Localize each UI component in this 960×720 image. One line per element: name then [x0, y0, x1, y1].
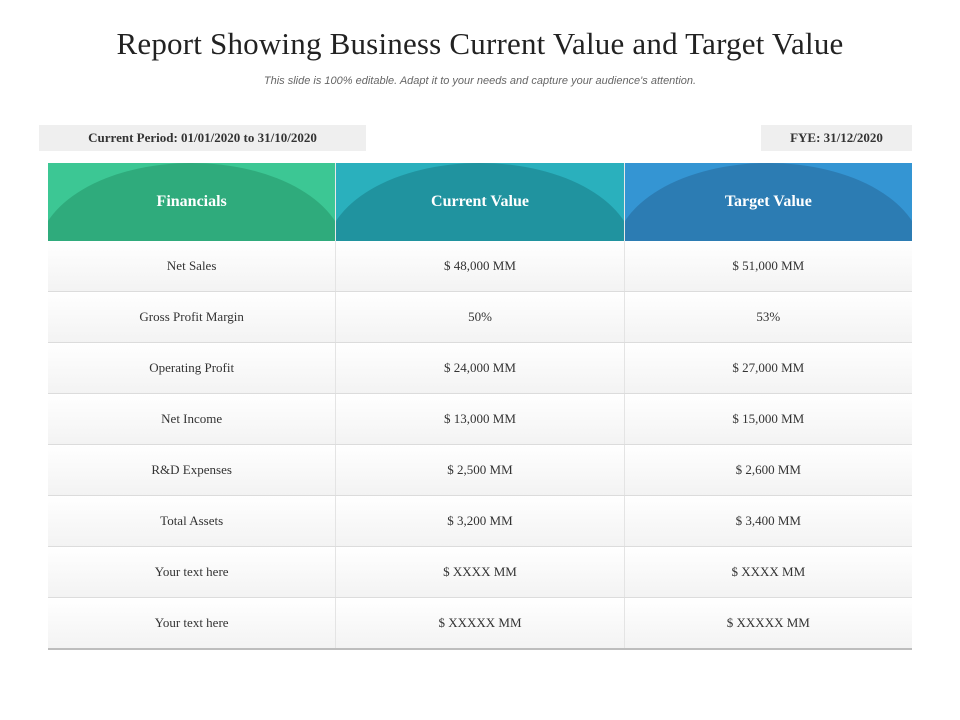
- header-target-value: Target Value: [623, 163, 912, 241]
- table-row: Your text here $ XXXXX MM $ XXXXX MM: [48, 598, 912, 650]
- table-row: Gross Profit Margin 50% 53%: [48, 292, 912, 343]
- table-row: Total Assets $ 3,200 MM $ 3,400 MM: [48, 496, 912, 547]
- current-value-cell: $ XXXX MM: [335, 547, 624, 597]
- page-title: Report Showing Business Current Value an…: [116, 26, 844, 61]
- financials-cell: Net Sales: [48, 241, 336, 291]
- current-period-label: Current Period: 01/01/2020 to 31/10/2020: [39, 125, 366, 151]
- target-value-cell: $ 51,000 MM: [623, 241, 912, 291]
- target-value-cell: $ 15,000 MM: [623, 394, 912, 444]
- header-current-value-label: Current Value: [431, 193, 529, 210]
- fye-label: FYE: 31/12/2020: [761, 125, 912, 151]
- financials-cell: R&D Expenses: [48, 445, 336, 495]
- current-value-cell: $ 3,200 MM: [335, 496, 624, 546]
- table-row: Net Income $ 13,000 MM $ 15,000 MM: [48, 394, 912, 445]
- table-row: Operating Profit $ 24,000 MM $ 27,000 MM: [48, 343, 912, 394]
- table-row: Net Sales $ 48,000 MM $ 51,000 MM: [48, 241, 912, 292]
- target-value-cell: $ XXXX MM: [623, 547, 912, 597]
- financials-cell: Net Income: [48, 394, 336, 444]
- financials-cell: Your text here: [48, 547, 336, 597]
- current-value-cell: $ 48,000 MM: [335, 241, 624, 291]
- target-value-cell: $ 27,000 MM: [623, 343, 912, 393]
- financials-table: Financials Current Value Target Value Ne…: [48, 163, 912, 650]
- financials-cell: Your text here: [48, 598, 336, 648]
- financials-cell: Total Assets: [48, 496, 336, 546]
- table-row: Your text here $ XXXX MM $ XXXX MM: [48, 547, 912, 598]
- header-target-value-label: Target Value: [724, 193, 812, 210]
- financials-cell: Gross Profit Margin: [48, 292, 336, 342]
- target-value-cell: $ XXXXX MM: [623, 598, 912, 648]
- header-financials: Financials: [48, 163, 336, 241]
- current-value-cell: $ 2,500 MM: [335, 445, 624, 495]
- financials-cell: Operating Profit: [48, 343, 336, 393]
- header-current-value: Current Value: [335, 163, 624, 241]
- table-header-row: Financials Current Value Target Value: [48, 163, 912, 241]
- current-value-cell: $ XXXXX MM: [335, 598, 624, 648]
- target-value-cell: 53%: [623, 292, 912, 342]
- header-financials-label: Financials: [156, 193, 227, 210]
- target-value-cell: $ 3,400 MM: [623, 496, 912, 546]
- target-value-cell: $ 2,600 MM: [623, 445, 912, 495]
- current-value-cell: $ 24,000 MM: [335, 343, 624, 393]
- page-subtitle: This slide is 100% editable. Adapt it to…: [263, 75, 697, 87]
- current-value-cell: 50%: [335, 292, 624, 342]
- current-value-cell: $ 13,000 MM: [335, 394, 624, 444]
- table-row: R&D Expenses $ 2,500 MM $ 2,600 MM: [48, 445, 912, 496]
